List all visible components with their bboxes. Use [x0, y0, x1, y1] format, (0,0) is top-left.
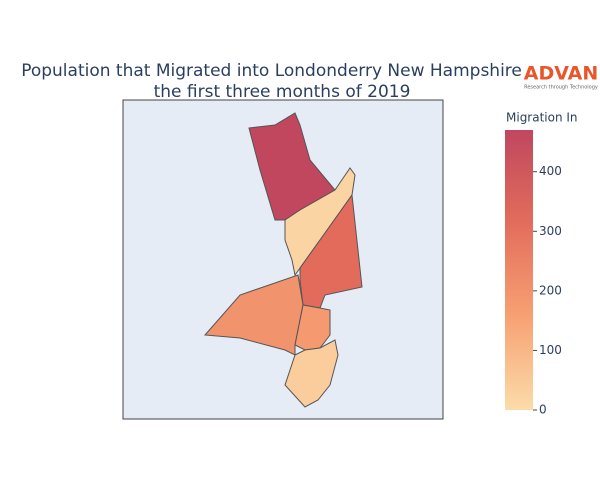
colorbar-tick-label: 200 — [539, 283, 562, 297]
colorbar-tick-label: 0 — [539, 403, 547, 417]
region[interactable] — [284, 339, 339, 408]
title-line: the first three months of 2019 — [154, 82, 411, 102]
colorbar — [505, 130, 533, 410]
colorbar-tick-label: 300 — [539, 224, 562, 238]
logo-background — [524, 60, 600, 94]
colorbar-title: Migration In — [506, 111, 578, 125]
colorbar-tick-label: 400 — [539, 164, 562, 178]
logo-name: ADVAN — [524, 63, 599, 85]
title-line: Population that Migrated into Londonderr… — [21, 61, 543, 81]
logo-tagline: Research through Technology — [524, 85, 598, 91]
colorbar-tick-label: 100 — [539, 343, 562, 357]
